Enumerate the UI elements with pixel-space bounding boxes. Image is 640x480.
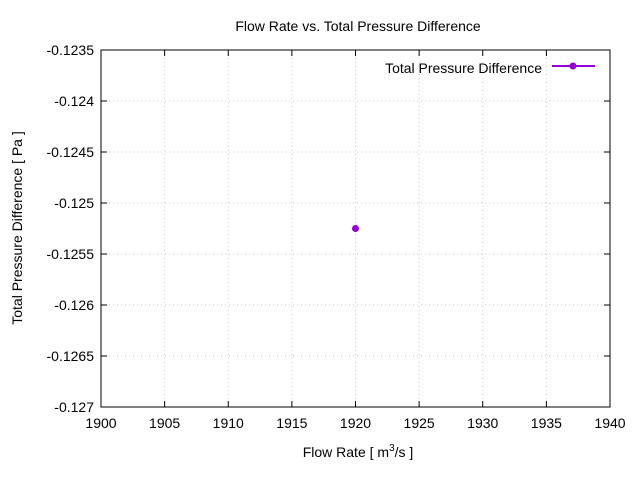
data-point	[352, 225, 359, 232]
legend-marker	[569, 62, 577, 70]
x-tick-label: 1940	[594, 415, 625, 431]
x-tick-label: 1935	[531, 415, 562, 431]
x-axis-label-main: Flow Rate [ m	[303, 444, 389, 460]
tick-layer	[100, 49, 611, 408]
y-tick-label: -0.127	[54, 399, 94, 415]
y-tick-label: -0.1255	[47, 246, 95, 262]
x-axis-label-tail: /s ]	[395, 444, 414, 460]
y-tick-label: -0.1245	[47, 144, 95, 160]
tick-label-layer: 1900 1905 1910 1915 1920 1925 1930 1935 1940 -0.1…	[47, 42, 626, 431]
legend-label: Total Pressure Difference	[385, 60, 542, 76]
legend: Total Pressure Difference	[385, 60, 595, 76]
grid-layer	[101, 50, 610, 407]
x-tick-label: 1900	[85, 415, 116, 431]
y-tick-label: -0.1265	[47, 348, 95, 364]
x-tick-label: 1905	[149, 415, 180, 431]
x-axis-label: Flow Rate [ m3/s ]	[303, 443, 414, 460]
x-tick-label: 1925	[404, 415, 435, 431]
chart-title: Flow Rate vs. Total Pressure Difference	[235, 18, 481, 34]
y-axis-label: Total Pressure Difference [ Pa ]	[9, 131, 25, 325]
y-tick-label: -0.1235	[47, 42, 95, 58]
x-tick-label: 1920	[340, 415, 371, 431]
x-axis-label-superscript: 3	[389, 443, 395, 454]
data-points	[352, 225, 359, 232]
y-tick-label: -0.126	[54, 297, 94, 313]
x-tick-label: 1910	[213, 415, 244, 431]
x-tick-label: 1930	[467, 415, 498, 431]
x-tick-label: 1915	[276, 415, 307, 431]
y-tick-label: -0.124	[54, 93, 94, 109]
y-tick-label: -0.125	[54, 195, 94, 211]
